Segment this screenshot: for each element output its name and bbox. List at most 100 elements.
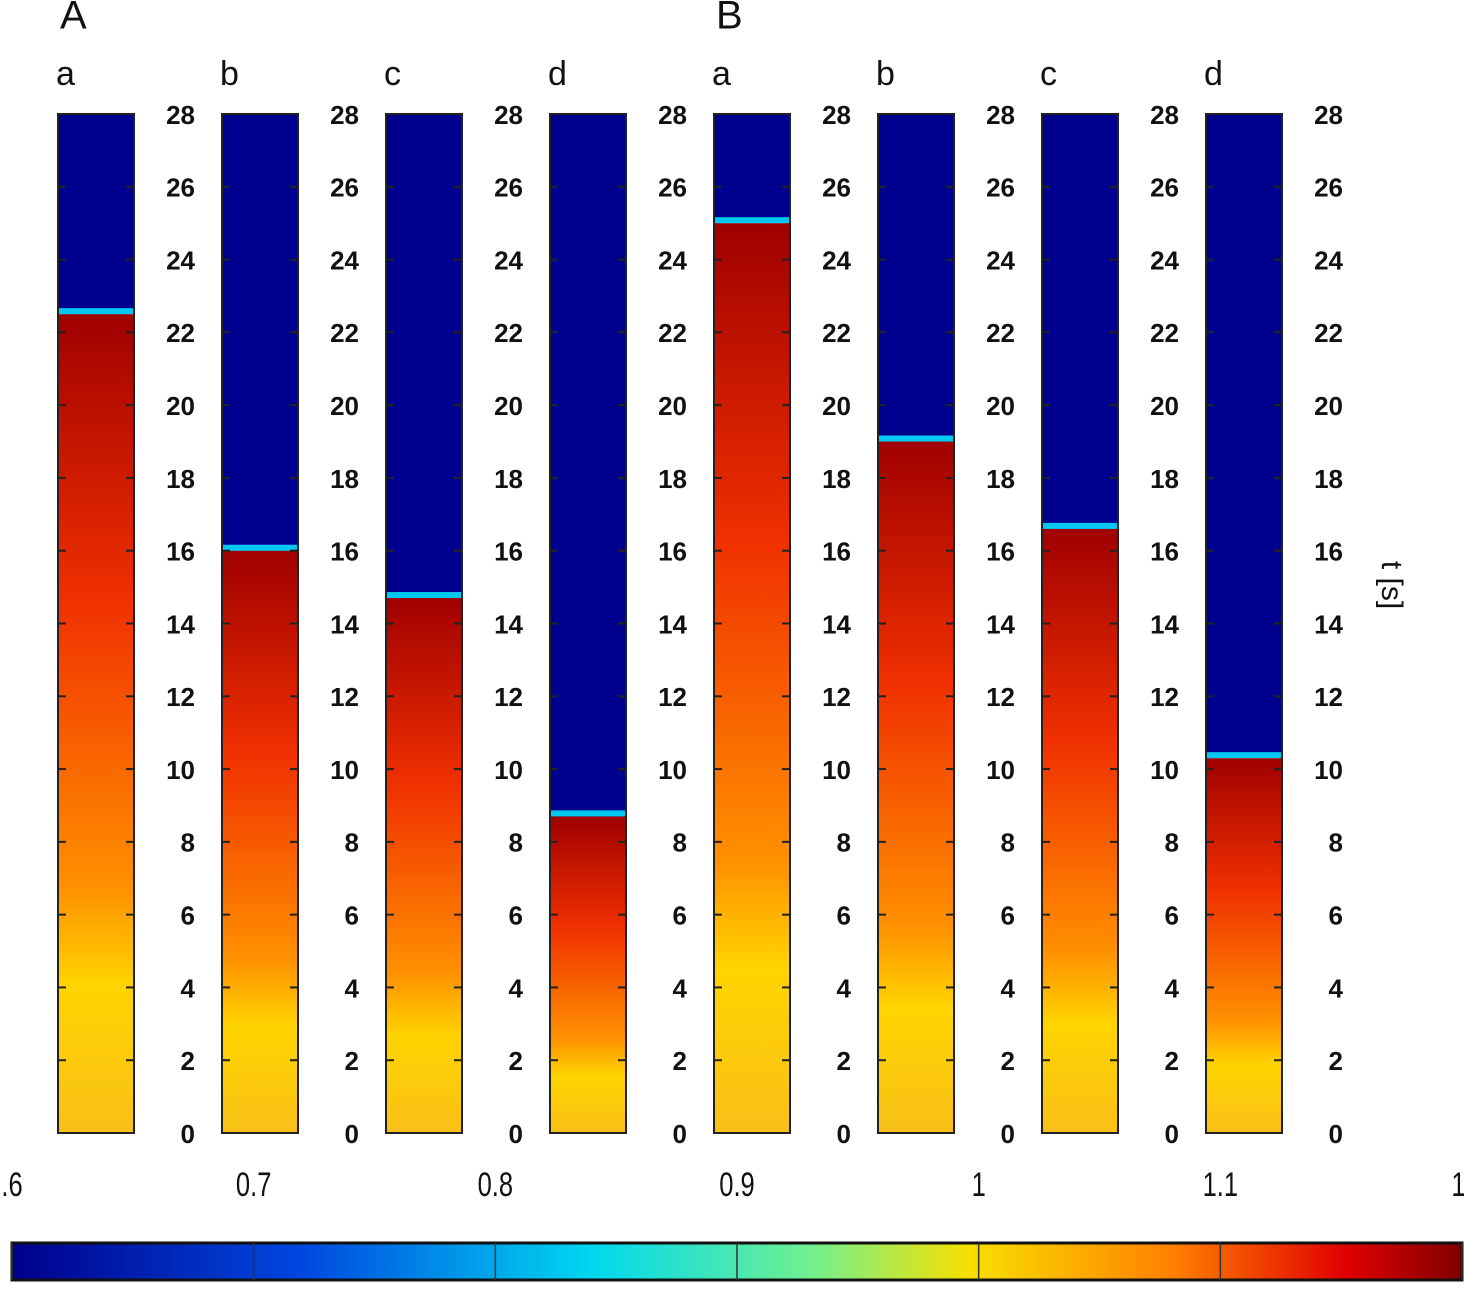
tick-label: 0 [1329,1119,1343,1149]
tick-label: 26 [330,173,359,203]
front-band [878,435,954,442]
tick-label: 22 [1314,318,1343,348]
tick-label: 0 [673,1119,687,1149]
tick-label: 26 [1314,173,1343,203]
tick-label: 14 [1314,609,1343,639]
region-high [714,223,790,1133]
tick-label: 16 [986,537,1015,567]
tick-label: 0 [181,1119,195,1149]
tick-label: 26 [1150,173,1179,203]
column-label: a [56,55,75,93]
colorbar-label: 0.8 [478,1167,513,1204]
front-band [1206,752,1282,759]
tick-label: 18 [1150,464,1179,494]
tick-label: 4 [181,973,196,1003]
tick-label: 20 [494,391,523,421]
tick-label: 2 [509,1046,523,1076]
column-label: b [220,55,239,93]
tick-label: 6 [509,901,523,931]
tick-label: 20 [330,391,359,421]
tick-label: 24 [1314,245,1343,275]
tick-label: 24 [166,245,195,275]
colorbar-label: 1 [972,1167,986,1204]
tick-label: 10 [494,755,523,785]
region-high [550,816,626,1133]
column-label: a [712,55,731,93]
tick-label: 28 [330,100,359,130]
tick-label: 26 [658,173,687,203]
tick-label: 8 [345,828,359,858]
tick-label: 8 [1001,828,1015,858]
tick-label: 10 [986,755,1015,785]
region-low [1206,114,1282,759]
tick-label: 6 [1329,901,1343,931]
tick-label: 8 [509,828,523,858]
tick-label: 4 [1165,973,1180,1003]
tick-label: 2 [837,1046,851,1076]
tick-label: 16 [166,537,195,567]
tick-label: 18 [986,464,1015,494]
tick-label: 16 [494,537,523,567]
tick-label: 12 [986,682,1015,712]
tick-label: 10 [822,755,851,785]
front-band [714,217,790,224]
tick-label: 14 [330,609,359,639]
tick-label: 20 [658,391,687,421]
region-low [550,114,626,817]
region-low [878,114,954,442]
tick-label: 22 [822,318,851,348]
tick-label: 4 [1001,973,1016,1003]
region-low [386,114,462,599]
tick-label: 28 [166,100,195,130]
tick-label: 28 [1150,100,1179,130]
tick-label: 6 [1165,901,1179,931]
tick-label: 16 [1150,537,1179,567]
tick-label: 12 [1314,682,1343,712]
colorbar-label: 0.7 [236,1167,271,1204]
region-low [222,114,298,551]
tick-label: 22 [1150,318,1179,348]
tick-label: 0 [345,1119,359,1149]
tick-label: 2 [1165,1046,1179,1076]
colorbar-label: 0.9 [719,1167,754,1204]
tick-label: 24 [822,245,851,275]
tick-label: 4 [837,973,852,1003]
tick-label: 28 [658,100,687,130]
tick-label: 0 [1165,1119,1179,1149]
region-low [714,114,790,224]
tick-label: 28 [1314,100,1343,130]
tick-label: 2 [673,1046,687,1076]
tick-label: 4 [345,973,360,1003]
tick-label: 18 [822,464,851,494]
tick-label: 20 [1314,391,1343,421]
front-band [58,308,134,315]
tick-label: 22 [494,318,523,348]
tick-label: 6 [181,901,195,931]
axis-label: t [s] [1375,561,1408,609]
region-low [58,114,134,315]
tick-label: 10 [1150,755,1179,785]
tick-label: 2 [181,1046,195,1076]
tick-label: 16 [330,537,359,567]
tick-label: 20 [166,391,195,421]
tick-label: 12 [494,682,523,712]
region-high [386,598,462,1133]
panel-label: B [716,0,743,38]
tick-label: 8 [1165,828,1179,858]
tick-label: 8 [837,828,851,858]
tick-label: 18 [330,464,359,494]
tick-label: 4 [509,973,524,1003]
tick-label: 26 [986,173,1015,203]
tick-label: 24 [330,245,359,275]
tick-label: 2 [1329,1046,1343,1076]
tick-label: 18 [494,464,523,494]
tick-label: 6 [345,901,359,931]
front-band [386,592,462,599]
tick-label: 12 [822,682,851,712]
tick-label: 8 [181,828,195,858]
tick-label: 22 [166,318,195,348]
tick-label: 10 [658,755,687,785]
tick-label: 8 [673,828,687,858]
tick-label: 14 [166,609,195,639]
